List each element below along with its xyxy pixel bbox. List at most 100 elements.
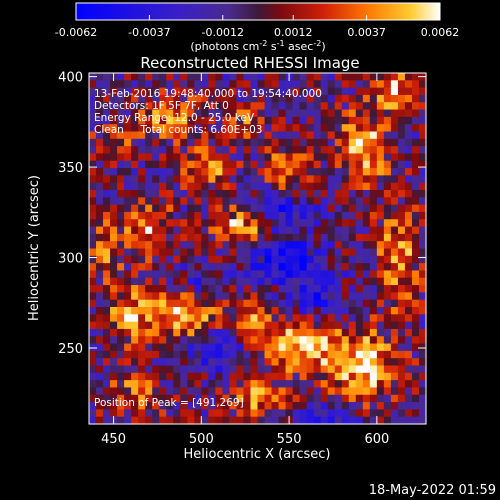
heatmap-cell [271,73,280,81]
heatmap-cell [180,350,188,359]
heatmap-cell [313,328,322,337]
heatmap-cell [306,94,315,103]
heatmap-cell [278,270,287,279]
heatmap-cell [222,358,231,367]
heatmap-cell [243,138,252,147]
heatmap-cell [383,365,392,374]
heatmap-cell [201,314,209,323]
heatmap-cell [145,372,153,381]
heatmap-cell [131,299,139,308]
heatmap-cell [180,241,188,250]
heatmap-cell [306,219,315,228]
heatmap-cell [362,358,371,367]
info-annotations: 13-Feb-2016 19:48:40.000 to 19:54:40.000… [94,88,322,409]
heatmap-cell [306,131,315,140]
heatmap-cell [376,160,385,169]
heatmap-cell [369,87,378,96]
heatmap-cell [383,190,392,198]
annotation-detectors: Detectors: 1F 5F 7F, Att 0 [94,100,229,112]
heatmap-cell [285,248,294,257]
heatmap-cell [152,270,160,279]
heatmap-cell [299,80,308,89]
heatmap-cell [166,109,174,118]
heatmap-cell [264,241,273,250]
heatmap-cell [369,168,378,176]
heatmap-cell [271,175,280,184]
heatmap-cell [306,109,315,118]
heatmap-cell [299,190,308,198]
heatmap-cell [222,87,231,96]
heatmap-cell [285,80,294,89]
heatmap-cell [166,204,174,213]
heatmap-cell [215,292,223,301]
heatmap-cell [222,380,231,389]
heatmap-cell [292,182,301,191]
heatmap-cell [404,380,413,389]
heatmap-cell [138,219,146,228]
heatmap-cell [376,387,385,396]
heatmap-cell [404,387,413,396]
heatmap-cell [404,219,413,228]
heatmap-cell [292,168,301,176]
heatmap-cell [320,182,329,191]
heatmap-cell [369,277,378,286]
heatmap-cell [327,394,336,403]
heatmap-cell [173,380,181,389]
heatmap-cell [215,168,223,176]
heatmap-cell [418,372,427,381]
heatmap-cell [348,277,357,286]
heatmap-cell [299,314,308,323]
heatmap-cell [131,241,139,250]
heatmap-cell [334,197,343,206]
heatmap-cell [243,102,252,111]
heatmap-cell [397,358,406,367]
heatmap-cell [306,365,315,374]
heatmap-cell [278,248,287,257]
heatmap-cell [369,358,378,367]
heatmap-cell [292,299,301,308]
heatmap-cell [257,131,266,140]
heatmap-cell [145,277,153,286]
heatmap-cell [187,336,195,345]
heatmap-cell [173,102,181,111]
heatmap-cell [376,314,385,323]
heatmap-cell [89,80,97,89]
heatmap-cell [96,336,104,345]
heatmap-cell [341,153,350,162]
heatmap-cell [222,372,231,381]
heatmap-cell [208,292,216,301]
heatmap-cell [180,307,188,315]
heatmap-cell [334,255,343,264]
heatmap-cell [201,270,209,279]
heatmap-cell [362,211,371,220]
heatmap-cell [376,168,385,176]
heatmap-cell [334,402,343,410]
heatmap-cell [131,358,139,367]
heatmap-cell [376,124,385,133]
heatmap-cell [96,116,104,125]
heatmap-cell [152,182,160,191]
heatmap-cell [236,321,245,330]
heatmap-cell [313,204,322,213]
heatmap-cell [103,146,111,155]
heatmap-cell [187,299,195,308]
heatmap-cell [313,102,322,111]
heatmap-cell [278,263,287,272]
heatmap-cell [222,116,231,125]
heatmap-cell [145,226,153,235]
heatmap-cell [355,380,364,389]
heatmap-cell [222,285,231,293]
heatmap-cell [313,124,322,133]
heatmap-cell [173,336,181,345]
heatmap-cell [117,299,125,308]
heatmap-cell [180,168,188,176]
heatmap-cell [208,131,216,140]
heatmap-cell [271,255,280,264]
heatmap-cell [264,270,273,279]
heatmap-cell [411,124,420,133]
heatmap-cell [383,292,392,301]
heatmap-cell [369,365,378,374]
heatmap-cell [397,204,406,213]
heatmap-cell [194,372,202,381]
